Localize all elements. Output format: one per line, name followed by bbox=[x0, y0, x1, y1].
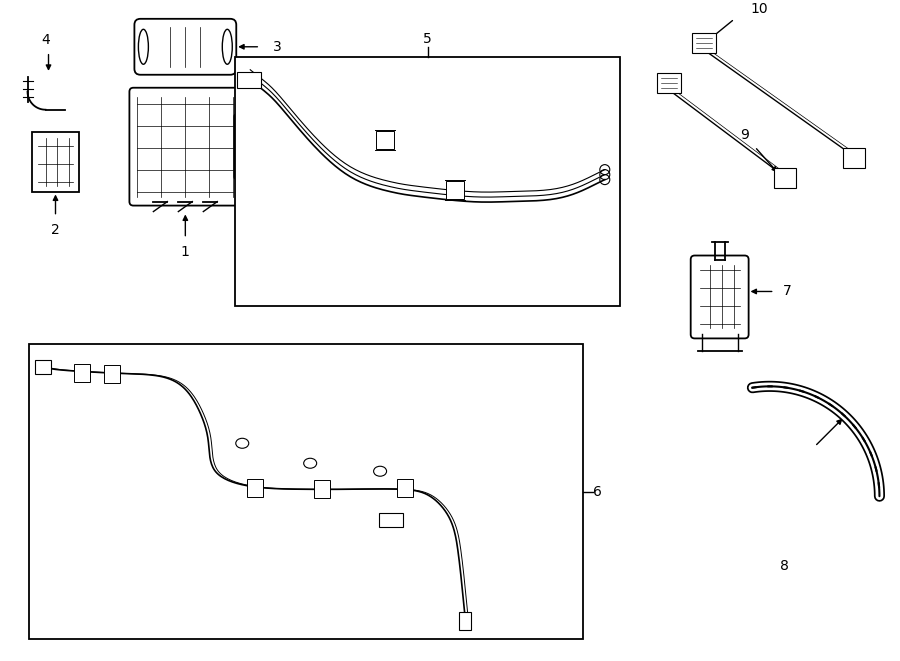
FancyBboxPatch shape bbox=[75, 364, 91, 382]
FancyBboxPatch shape bbox=[314, 481, 330, 498]
Text: 9: 9 bbox=[740, 128, 749, 141]
FancyBboxPatch shape bbox=[657, 73, 680, 93]
Text: 7: 7 bbox=[783, 284, 792, 299]
Bar bbox=[29, 344, 583, 639]
Text: 3: 3 bbox=[273, 40, 282, 54]
FancyBboxPatch shape bbox=[692, 33, 716, 53]
FancyBboxPatch shape bbox=[238, 72, 261, 88]
FancyBboxPatch shape bbox=[104, 366, 121, 383]
Text: 6: 6 bbox=[593, 485, 602, 498]
FancyBboxPatch shape bbox=[459, 612, 471, 630]
Text: 8: 8 bbox=[780, 559, 789, 573]
FancyBboxPatch shape bbox=[32, 132, 79, 192]
Text: 1: 1 bbox=[181, 245, 190, 258]
Text: 2: 2 bbox=[51, 223, 60, 237]
FancyBboxPatch shape bbox=[774, 168, 796, 188]
FancyBboxPatch shape bbox=[248, 479, 263, 497]
FancyBboxPatch shape bbox=[130, 88, 241, 206]
Bar bbox=[235, 57, 620, 307]
Text: 4: 4 bbox=[41, 33, 50, 47]
FancyBboxPatch shape bbox=[397, 479, 413, 497]
FancyBboxPatch shape bbox=[234, 114, 280, 180]
FancyBboxPatch shape bbox=[376, 131, 394, 149]
FancyBboxPatch shape bbox=[446, 180, 464, 198]
FancyBboxPatch shape bbox=[843, 147, 866, 168]
FancyBboxPatch shape bbox=[690, 256, 749, 338]
FancyBboxPatch shape bbox=[379, 513, 403, 527]
Text: 5: 5 bbox=[423, 32, 432, 46]
Text: 10: 10 bbox=[751, 2, 769, 16]
FancyBboxPatch shape bbox=[134, 19, 237, 75]
FancyBboxPatch shape bbox=[34, 360, 50, 374]
